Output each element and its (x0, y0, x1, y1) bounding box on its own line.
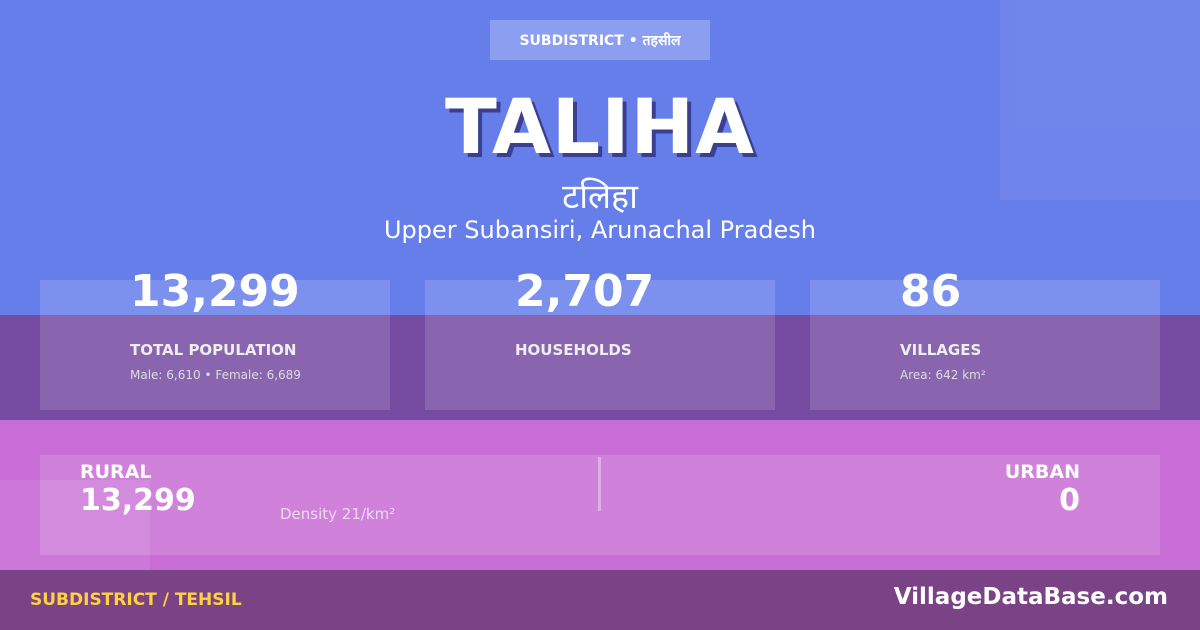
footer-category: SUBDISTRICT / TEHSIL (30, 590, 242, 610)
rural-urban-panel: RURAL 13,299 Density 21/km² URBAN 0 (40, 455, 1160, 555)
footer: SUBDISTRICT / TEHSIL VillageDataBase.com (0, 570, 1200, 630)
site-name: VillageDataBase.com (893, 584, 1168, 610)
type-badge: SUBDISTRICT • तहसील (490, 20, 710, 60)
stat-label: VILLAGES (900, 341, 982, 359)
stat-value: 13,299 (130, 266, 300, 317)
density: Density 21/km² (280, 505, 396, 523)
stat-label: HOUSEHOLDS (515, 341, 632, 359)
rural-label: RURAL (80, 461, 152, 483)
page-title: TALIHA (445, 82, 755, 171)
header-background (0, 0, 1200, 315)
rural-urban-band (0, 420, 1200, 570)
stat-sub: Male: 6,610 • Female: 6,689 (130, 368, 301, 382)
stat-value: 2,707 (515, 266, 655, 317)
rural-value: 13,299 (80, 483, 196, 518)
urban-value: 0 (1059, 483, 1080, 518)
title-hindi: टलिहा (562, 177, 638, 217)
stat-value: 86 (900, 266, 962, 317)
urban-label: URBAN (1004, 461, 1080, 483)
divider (598, 457, 601, 511)
location: Upper Subansiri, Arunachal Pradesh (383, 216, 817, 244)
stat-card-households: 2,707 HOUSEHOLDS (425, 266, 775, 410)
stat-card-population: 13,299 TOTAL POPULATION Male: 6,610 • Fe… (40, 266, 390, 410)
stat-label: TOTAL POPULATION (130, 341, 297, 359)
stat-sub: Area: 642 km² (900, 368, 986, 382)
stat-card-villages: 86 VILLAGES Area: 642 km² (810, 266, 1160, 410)
decorative-square (1000, 0, 1200, 200)
stats-band (0, 315, 1200, 420)
